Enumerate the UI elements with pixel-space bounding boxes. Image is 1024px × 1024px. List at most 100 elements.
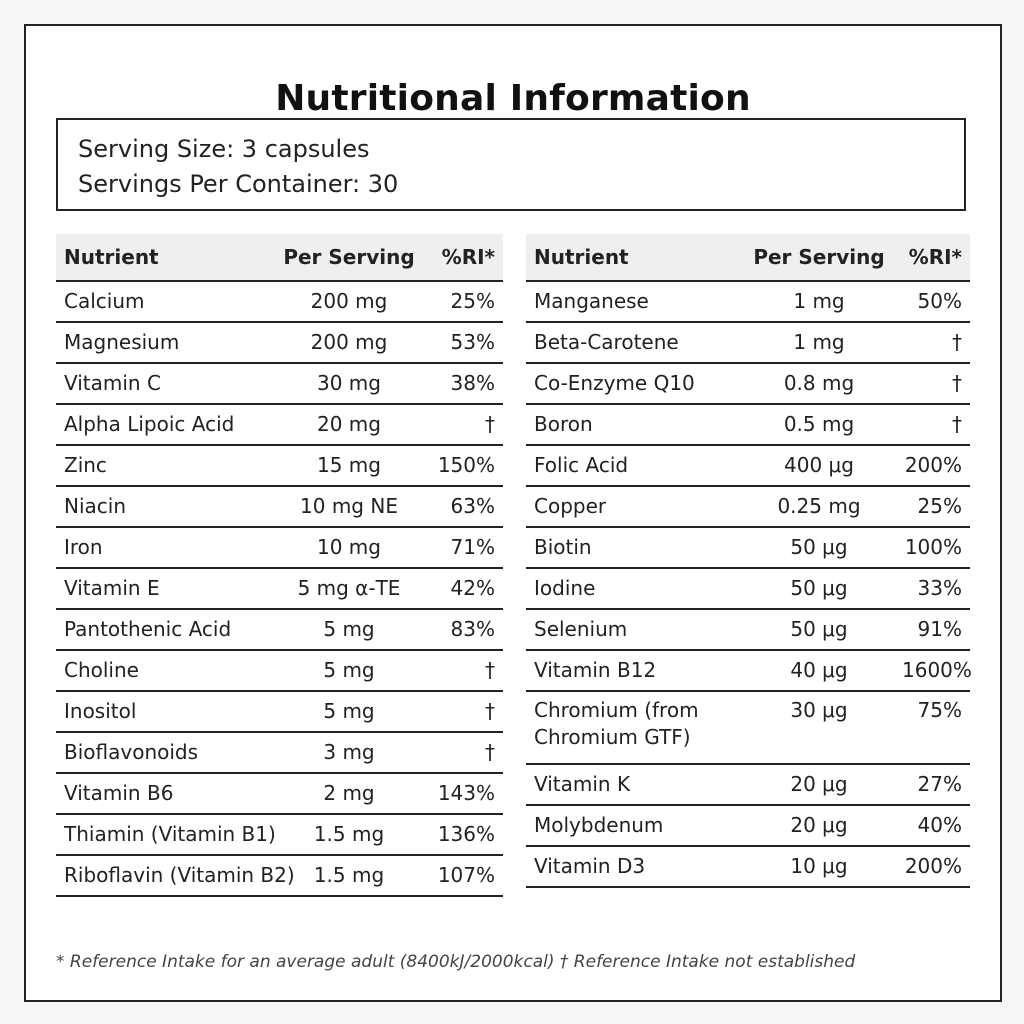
nutrient-ri: † bbox=[894, 363, 970, 405]
nutrient-name: Magnesium bbox=[56, 322, 274, 364]
nutrient-name: Beta-Carotene bbox=[526, 322, 744, 364]
nutrient-name: Calcium bbox=[56, 281, 274, 323]
nutrient-name: Alpha Lipoic Acid bbox=[56, 404, 274, 446]
table-row: Selenium 50 μg 91% bbox=[526, 609, 970, 651]
nutrient-amount: 5 mg bbox=[274, 609, 424, 651]
nutrient-amount: 1.5 mg bbox=[274, 814, 424, 856]
nutrient-amount: 50 μg bbox=[744, 609, 894, 651]
table-row: Molybdenum 20 μg 40% bbox=[526, 805, 970, 847]
nutrient-ri: 91% bbox=[894, 609, 970, 651]
footnote: * Reference Intake for an average adult … bbox=[56, 952, 856, 972]
nutrient-name: Vitamin B12 bbox=[526, 650, 744, 692]
header-ri: %RI* bbox=[894, 234, 970, 282]
nutrient-amount: 400 μg bbox=[744, 445, 894, 487]
nutrient-ri: 63% bbox=[424, 486, 503, 528]
nutrient-ri: 107% bbox=[424, 855, 503, 897]
nutrient-ri: 38% bbox=[424, 363, 503, 405]
table-row: Iodine 50 μg 33% bbox=[526, 568, 970, 610]
serving-info-box: Serving Size: 3 capsules Servings Per Co… bbox=[56, 118, 966, 211]
nutrient-name: Selenium bbox=[526, 609, 744, 651]
header-per-serving: Per Serving bbox=[274, 234, 424, 282]
nutrient-table-right: Nutrient Per Serving %RI* Manganese 1 mg 5… bbox=[526, 234, 972, 888]
nutrient-ri: † bbox=[424, 404, 503, 446]
table-row: Biotin 50 μg 100% bbox=[526, 527, 970, 569]
table-row: Boron 0.5 mg † bbox=[526, 404, 970, 446]
header-nutrient: Nutrient bbox=[56, 234, 274, 282]
header-ri: %RI* bbox=[424, 234, 503, 282]
nutrient-ri: 71% bbox=[424, 527, 503, 569]
nutrient-name: Niacin bbox=[56, 486, 274, 528]
nutrient-table-left: Nutrient Per Serving %RI* Calcium 200 mg 2… bbox=[56, 234, 503, 897]
nutrient-name: Folic Acid bbox=[526, 445, 744, 487]
nutrient-amount: 1 mg bbox=[744, 322, 894, 364]
nutrient-amount: 40 μg bbox=[744, 650, 894, 692]
nutrient-ri: 40% bbox=[894, 805, 970, 847]
nutrient-amount: 10 mg NE bbox=[274, 486, 424, 528]
nutrient-ri: 42% bbox=[424, 568, 503, 610]
nutrient-amount: 20 μg bbox=[744, 764, 894, 806]
nutrient-name: Vitamin C bbox=[56, 363, 274, 405]
table-row: Copper 0.25 mg 25% bbox=[526, 486, 970, 528]
table-row: Vitamin D3 10 μg 200% bbox=[526, 846, 970, 888]
nutrient-amount: 20 μg bbox=[744, 805, 894, 847]
nutrient-ri: † bbox=[424, 732, 503, 774]
nutrient-amount: 2 mg bbox=[274, 773, 424, 815]
table-row: Calcium 200 mg 25% bbox=[56, 281, 503, 323]
table-row: Co-Enzyme Q10 0.8 mg † bbox=[526, 363, 970, 405]
nutrient-ri: 200% bbox=[894, 445, 970, 487]
table-row: Pantothenic Acid 5 mg 83% bbox=[56, 609, 503, 651]
table-row: Vitamin B6 2 mg 143% bbox=[56, 773, 503, 815]
table-row: Vitamin B12 40 μg 1600% bbox=[526, 650, 972, 692]
table-row: Magnesium 200 mg 53% bbox=[56, 322, 503, 364]
nutrient-ri: 143% bbox=[424, 773, 503, 815]
nutrient-ri: 53% bbox=[424, 322, 503, 364]
serving-size: Serving Size: 3 capsules bbox=[78, 135, 370, 163]
nutrient-name: Choline bbox=[56, 650, 274, 692]
nutrient-amount: 15 mg bbox=[274, 445, 424, 487]
table-header-row: Nutrient Per Serving %RI* bbox=[526, 234, 970, 282]
nutrient-ri: 50% bbox=[894, 281, 970, 323]
nutrient-ri: † bbox=[894, 404, 970, 446]
table-row: Chromium (from Chromium GTF) 30 μg 75% bbox=[526, 691, 970, 765]
nutrient-amount: 200 mg bbox=[274, 322, 424, 364]
table-row: Vitamin C 30 mg 38% bbox=[56, 363, 503, 405]
nutrient-ri: 75% bbox=[894, 691, 970, 765]
nutrient-amount: 50 μg bbox=[744, 527, 894, 569]
nutrient-name: Iron bbox=[56, 527, 274, 569]
table-row: Vitamin K 20 μg 27% bbox=[526, 764, 970, 806]
nutrient-name: Vitamin E bbox=[56, 568, 274, 610]
nutrient-ri: † bbox=[424, 691, 503, 733]
nutrient-amount: 0.25 mg bbox=[744, 486, 894, 528]
nutrient-amount: 20 mg bbox=[274, 404, 424, 446]
nutrient-name: Bioflavonoids bbox=[56, 732, 274, 774]
nutrient-amount: 3 mg bbox=[274, 732, 424, 774]
nutrient-ri: † bbox=[894, 322, 970, 364]
nutrient-ri: 200% bbox=[894, 846, 970, 888]
nutrient-amount: 10 mg bbox=[274, 527, 424, 569]
table-row: Bioflavonoids 3 mg † bbox=[56, 732, 503, 774]
nutrient-name: Co-Enzyme Q10 bbox=[526, 363, 744, 405]
nutrient-amount: 200 mg bbox=[274, 281, 424, 323]
nutrient-amount: 1.5 mg bbox=[274, 855, 424, 897]
table-row: Beta-Carotene 1 mg † bbox=[526, 322, 970, 364]
table-row: Iron 10 mg 71% bbox=[56, 527, 503, 569]
nutrient-ri: 100% bbox=[894, 527, 970, 569]
header-nutrient: Nutrient bbox=[526, 234, 744, 282]
nutrient-ri: 25% bbox=[894, 486, 970, 528]
nutrient-ri: 25% bbox=[424, 281, 503, 323]
header-per-serving: Per Serving bbox=[744, 234, 894, 282]
nutrition-panel: Nutritional Information Serving Size: 3 … bbox=[24, 24, 1002, 1002]
table-row: Inositol 5 mg † bbox=[56, 691, 503, 733]
nutrient-name: Molybdenum bbox=[526, 805, 744, 847]
nutrient-amount: 30 mg bbox=[274, 363, 424, 405]
table-row: Alpha Lipoic Acid 20 mg † bbox=[56, 404, 503, 446]
table-row: Choline 5 mg † bbox=[56, 650, 503, 692]
nutrient-ri: 33% bbox=[894, 568, 970, 610]
nutrient-name: Iodine bbox=[526, 568, 744, 610]
nutrient-name: Copper bbox=[526, 486, 744, 528]
nutrient-name: Chromium (from Chromium GTF) bbox=[526, 691, 744, 765]
table-row: Niacin 10 mg NE 63% bbox=[56, 486, 503, 528]
nutrient-amount: 30 μg bbox=[744, 691, 894, 765]
nutrient-name: Biotin bbox=[526, 527, 744, 569]
table-row: Zinc 15 mg 150% bbox=[56, 445, 503, 487]
